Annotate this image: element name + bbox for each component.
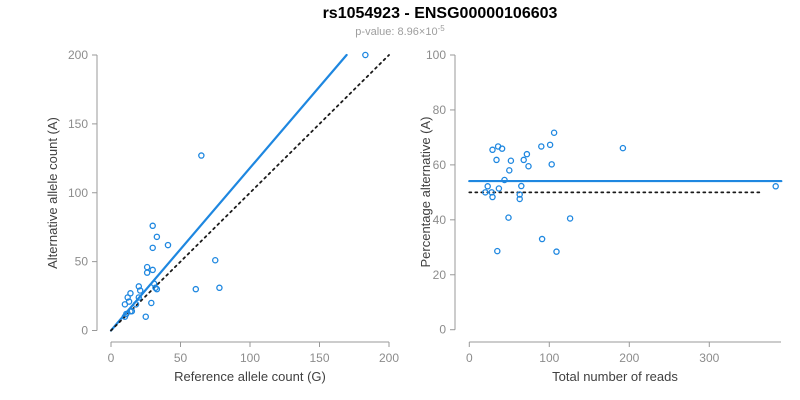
x-tick-label: 200	[379, 351, 399, 365]
data-point	[553, 248, 560, 255]
y-tick-label: 0	[439, 323, 446, 337]
data-point	[128, 307, 136, 315]
data-point	[495, 185, 503, 192]
data-point	[538, 235, 546, 243]
x-tick-label: 100	[240, 351, 260, 365]
x-tick-label: 50	[174, 351, 188, 365]
figure-title: rs1054923 - ENSG00000106603	[322, 5, 558, 22]
data-point	[164, 241, 172, 249]
data-point	[506, 167, 513, 174]
data-point	[523, 150, 531, 158]
data-point	[121, 313, 129, 320]
data-point	[619, 144, 627, 152]
data-point	[525, 163, 532, 170]
pvalue-text: p-value: 8.96×10	[355, 26, 438, 38]
data-point	[538, 143, 545, 150]
y-tick-label: 0	[81, 324, 88, 338]
x-tick-label: 0	[108, 351, 115, 365]
y-axis-title: Alternative allele count (A)	[45, 117, 60, 269]
y-tick-label: 60	[433, 158, 447, 172]
figure-subtitle: p-value: 8.96×10-5	[0, 24, 800, 38]
data-point	[149, 244, 156, 252]
y-tick-label: 40	[433, 213, 447, 227]
data-point	[153, 233, 161, 241]
data-point	[143, 263, 151, 271]
y-tick-label: 150	[68, 117, 88, 131]
data-point	[493, 156, 500, 164]
data-point	[548, 161, 555, 168]
data-point	[518, 182, 525, 190]
data-point	[507, 157, 515, 165]
data-point	[216, 284, 223, 292]
y-tick-label: 20	[433, 268, 447, 282]
data-point	[362, 51, 369, 59]
y-tick-label: 200	[68, 48, 88, 62]
data-point	[772, 183, 779, 190]
data-point	[135, 294, 143, 301]
data-point	[211, 256, 219, 264]
data-point	[546, 141, 554, 149]
data-point	[149, 266, 156, 274]
data-point	[192, 285, 200, 293]
x-tick-label: 300	[699, 351, 719, 365]
x-axis-title: Total number of reads	[552, 369, 678, 384]
fit-line	[109, 53, 348, 332]
y-tick-label: 50	[75, 255, 89, 269]
x-tick-label: 200	[619, 351, 639, 365]
y-tick-label: 80	[433, 103, 447, 117]
pvalue-exponent: -5	[437, 24, 445, 33]
y-axis-title: Percentage alternative (A)	[418, 116, 433, 267]
data-point	[142, 313, 149, 320]
data-point	[501, 176, 508, 184]
identity-line	[110, 54, 390, 332]
x-tick-label: 150	[309, 351, 329, 365]
x-axis-title: Reference allele count (G)	[174, 369, 326, 384]
x-tick-label: 0	[466, 351, 473, 365]
data-point	[489, 146, 496, 154]
data-point	[498, 145, 506, 152]
data-point	[127, 290, 134, 297]
data-point	[152, 284, 159, 292]
data-point	[153, 285, 161, 293]
data-point	[550, 129, 558, 136]
data-point	[148, 299, 155, 307]
data-point	[484, 183, 491, 190]
data-point	[136, 287, 144, 294]
data-point	[132, 301, 140, 308]
y-tick-label: 100	[426, 48, 446, 62]
y-tick-label: 100	[68, 186, 88, 200]
data-point	[482, 189, 489, 196]
data-point	[494, 247, 501, 255]
data-point	[198, 152, 205, 159]
data-point	[149, 222, 156, 230]
data-point	[505, 214, 512, 221]
data-point	[516, 195, 523, 203]
data-point	[520, 156, 527, 164]
data-point	[489, 193, 496, 201]
data-point	[125, 298, 133, 305]
data-point	[143, 269, 151, 276]
data-point	[566, 215, 574, 222]
x-tick-label: 100	[539, 351, 559, 365]
data-point	[516, 191, 523, 198]
